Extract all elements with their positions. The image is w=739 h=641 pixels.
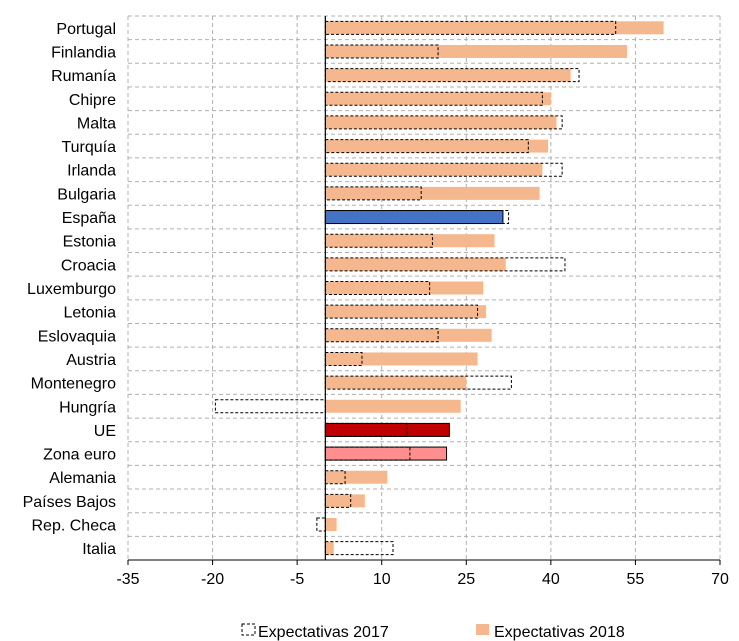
category-label-alemania: Alemania [49,470,116,487]
x-tick-label: 25 [457,571,475,588]
bar-2017-rep-checa [316,517,326,532]
bar-2018-chipre [325,92,551,106]
bar-2018-italia [325,541,334,555]
category-label-malta: Malta [77,115,116,132]
bar-2018-hungria [325,399,461,413]
category-label-espana: España [62,210,116,227]
legend-label-2018: Expectativas 2018 [494,624,625,641]
bar-2017-alemania [324,470,346,485]
bar-2018-letonia [325,305,487,319]
legend-swatch-2018 [476,624,489,635]
bar-2018-finlandia [325,44,627,58]
bar-2018-alemania [325,470,388,484]
labels-layer: Portugal Finlandia Rumanía Chipre Malta Turqu… [23,21,116,558]
axis-layer: -35 -20 -5 10 25 40 55 70 [116,16,729,588]
bar-2018-montenegro [325,376,467,390]
category-label-italia: Italia [82,541,116,558]
bar-2018-eslovaquia [325,328,492,342]
category-label-croacia: Croacia [61,257,116,274]
x-tick-label: 40 [542,571,560,588]
category-label-montenegro: Montenegro [31,376,116,393]
category-label-rep-checa: Rep. Checa [32,518,117,535]
category-label-turquia: Turquía [61,139,116,156]
bar-2018-luxemburgo [325,281,484,295]
category-label-luxemburgo: Luxemburgo [27,281,116,298]
bar-2018-ue [324,422,450,437]
bar-2017-luxemburgo [324,281,431,295]
category-label-chipre: Chipre [69,92,116,109]
category-label-finlandia: Finlandia [51,44,116,61]
bars-layer [214,20,664,556]
category-label-paises-bajos: Países Bajos [23,494,116,511]
legend-swatch-2017 [241,623,256,636]
x-tick-label: 70 [711,571,729,588]
category-label-ue: UE [94,423,116,440]
category-label-irlanda: Irlanda [67,163,116,180]
category-label-rumania: Rumanía [51,68,116,85]
category-label-zona-euro: Zona euro [43,447,116,464]
x-tick-label: -35 [116,571,139,588]
bar-2017-croacia [324,257,566,272]
category-label-eslovaquia: Eslovaquia [38,328,116,345]
x-tick-label: 10 [373,571,391,588]
bar-2017-ue [324,422,408,437]
category-label-hungria: Hungría [59,399,116,416]
x-tick-label: -20 [201,571,224,588]
bar-2018-irlanda [325,163,543,177]
category-label-bulgaria: Bulgaria [57,186,116,203]
bar-2018-paises-bajos [325,494,365,508]
grid-layer [127,15,721,561]
bar-2018-estonia [325,234,495,248]
bar-2018-croacia [325,257,506,271]
legend: Expectativas 2017 Expectativas 2018 [241,623,625,641]
bar-2018-bulgaria [325,186,540,200]
bar-2018-rep-checa [325,518,337,532]
bar-2017-letonia [324,304,479,319]
category-label-letonia: Letonia [64,305,117,322]
category-label-estonia: Estonia [63,234,116,251]
x-tick-label: 55 [627,571,645,588]
category-label-portugal: Portugal [56,21,116,38]
category-label-austria: Austria [66,352,116,369]
bar-2018-portugal [325,21,664,35]
bar-2018-espana [324,210,504,225]
bar-2017-zona-euro [324,446,411,461]
bar-2018-austria [325,352,478,366]
bar-2018-zona-euro [324,446,448,461]
bar-2018-rumania [325,68,571,82]
bar-2018-turquia [325,139,549,153]
legend-label-2017: Expectativas 2017 [258,624,389,641]
bar-2018-malta [325,115,557,129]
x-tick-label: -5 [290,571,304,588]
